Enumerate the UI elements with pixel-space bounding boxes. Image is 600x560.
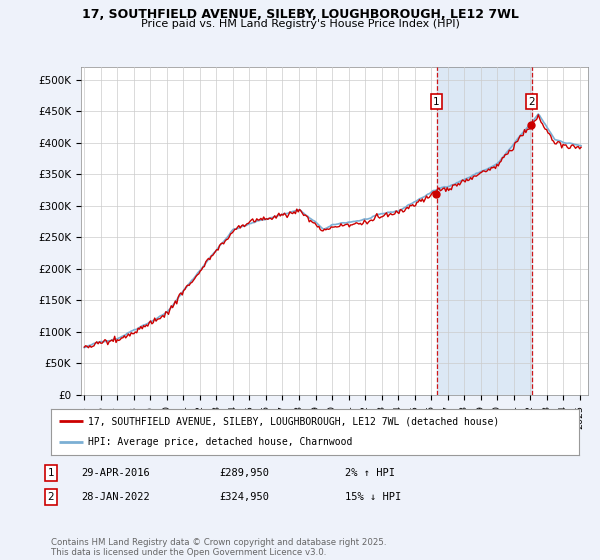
Text: HPI: Average price, detached house, Charnwood: HPI: Average price, detached house, Char… (88, 437, 352, 447)
Text: £289,950: £289,950 (219, 468, 269, 478)
Text: 2% ↑ HPI: 2% ↑ HPI (345, 468, 395, 478)
Text: Price paid vs. HM Land Registry's House Price Index (HPI): Price paid vs. HM Land Registry's House … (140, 19, 460, 29)
Text: 17, SOUTHFIELD AVENUE, SILEBY, LOUGHBOROUGH, LE12 7WL (detached house): 17, SOUTHFIELD AVENUE, SILEBY, LOUGHBORO… (88, 416, 499, 426)
Text: 28-JAN-2022: 28-JAN-2022 (81, 492, 150, 502)
Text: £324,950: £324,950 (219, 492, 269, 502)
Text: Contains HM Land Registry data © Crown copyright and database right 2025.
This d: Contains HM Land Registry data © Crown c… (51, 538, 386, 557)
Text: 29-APR-2016: 29-APR-2016 (81, 468, 150, 478)
Text: 1: 1 (47, 468, 55, 478)
Text: 2: 2 (528, 96, 535, 106)
Text: 1: 1 (433, 96, 440, 106)
Text: 17, SOUTHFIELD AVENUE, SILEBY, LOUGHBOROUGH, LE12 7WL: 17, SOUTHFIELD AVENUE, SILEBY, LOUGHBORO… (82, 8, 518, 21)
Bar (437, 67, 532, 395)
Text: 2: 2 (47, 492, 55, 502)
Text: 15% ↓ HPI: 15% ↓ HPI (345, 492, 401, 502)
